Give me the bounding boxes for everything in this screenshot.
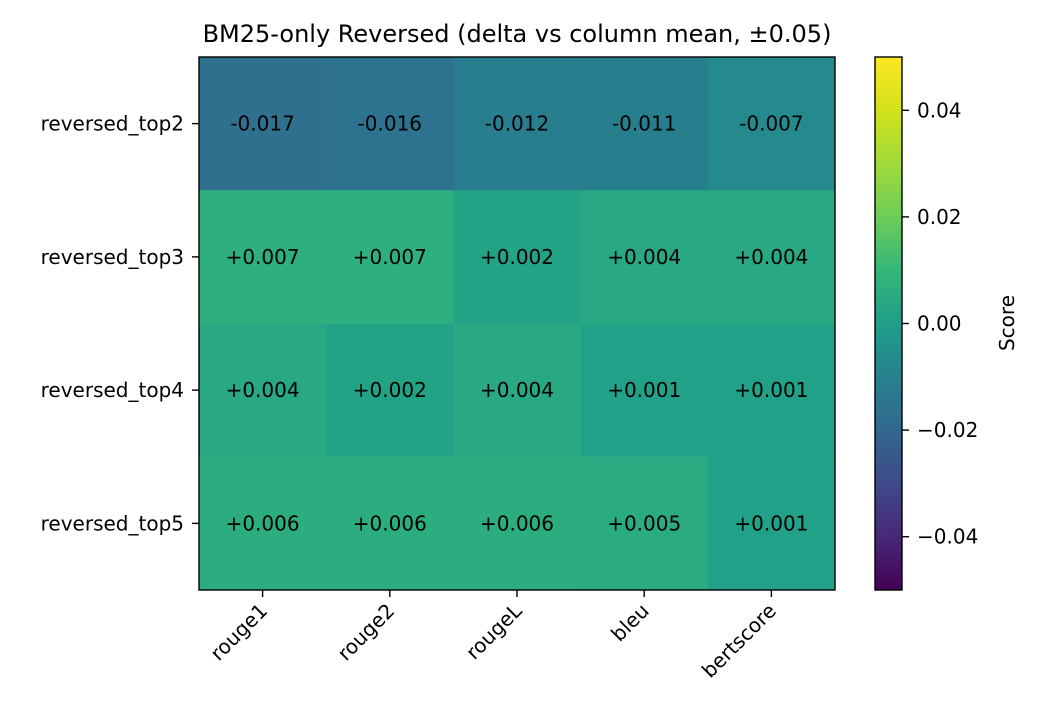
colorbar-tick-label: 0.04	[917, 98, 962, 122]
cell-value-label: +0.004	[607, 245, 681, 269]
y-tick-label: reversed_top2	[41, 112, 184, 136]
heatmap-cell	[580, 190, 709, 324]
colorbar-tick-label: 0.00	[917, 312, 962, 336]
heatmap-cell	[326, 323, 454, 458]
y-axis: reversed_top2 reversed_top3 reversed_top4r…	[41, 112, 199, 535]
x-tick-label: rouge1	[205, 599, 272, 666]
heatmap-cell	[199, 323, 327, 458]
y-tick-label: reversed_top5	[41, 511, 184, 535]
heatmap-cell	[453, 323, 582, 458]
cell-value-label: -0.011	[612, 112, 676, 136]
heatmap-cell	[326, 190, 454, 324]
x-tick-label: rouge2	[333, 599, 400, 666]
cell-value-label: +0.006	[226, 511, 300, 535]
colorbar-tick-label: −0.02	[917, 418, 978, 442]
heatmap-cell	[707, 57, 836, 191]
cell-value-label: +0.002	[353, 378, 427, 402]
heatmap-cell	[707, 190, 836, 324]
heatmap-cell	[580, 323, 709, 458]
heatmap-cell	[199, 57, 327, 191]
heatmap-cell	[580, 57, 709, 191]
heatmap-cell	[707, 456, 836, 591]
cell-value-label: +0.001	[734, 378, 808, 402]
colorbar-label: Score	[995, 295, 1019, 351]
cell-value-label: +0.005	[607, 511, 681, 535]
cell-value-label: +0.004	[226, 378, 300, 402]
cell-value-label: +0.006	[480, 511, 554, 535]
cell-value-label: +0.001	[607, 378, 681, 402]
y-tick-label: reversed_top4	[41, 378, 184, 402]
heatmap-cell	[580, 456, 709, 591]
colorbar-tick-label: −0.04	[917, 525, 978, 549]
x-tick-label: bertscore	[697, 599, 781, 683]
heatmap-cell	[199, 456, 327, 591]
cell-value-label: +0.004	[734, 245, 808, 269]
heatmap-cell	[453, 57, 582, 191]
cell-value-label: +0.007	[353, 245, 427, 269]
cell-value-label: +0.001	[734, 511, 808, 535]
cell-value-label: -0.016	[358, 112, 422, 136]
cell-value-label: -0.017	[230, 112, 294, 136]
x-axis: rouge1 rouge2 rougeL bleu bertscore	[205, 590, 781, 683]
heatmap-cell	[453, 456, 582, 591]
colorbar: 0.04 0.02 0.00 −0.02 −0.04 Score	[874, 56, 1019, 591]
heatmap-cells: -0.017 -0.016 -0.012 -0.011 -0.007 +0.007 +0.0…	[199, 57, 836, 591]
cell-value-label: -0.012	[485, 112, 549, 136]
colorbar-ticks: 0.04 0.02 0.00 −0.02 −0.04	[902, 98, 978, 549]
y-tick-label: reversed_top3	[41, 245, 184, 269]
heatmap-cell	[707, 323, 836, 458]
cell-value-label: +0.002	[480, 245, 554, 269]
colorbar-gradient	[875, 57, 902, 590]
heatmap-cell	[453, 190, 582, 324]
colorbar-tick-label: 0.02	[917, 205, 962, 229]
cell-value-label: +0.007	[226, 245, 300, 269]
heatmap-cell	[326, 456, 454, 591]
x-tick-label: bleu	[606, 599, 654, 647]
cell-value-label: +0.006	[353, 511, 427, 535]
heatmap-cell	[326, 57, 454, 191]
heatmap-cell	[199, 190, 327, 324]
chart-title: BM25-only Reversed (delta vs column mean…	[203, 20, 832, 48]
cell-value-label: +0.004	[480, 378, 554, 402]
cell-value-label: -0.007	[739, 112, 803, 136]
x-tick-label: rougeL	[461, 598, 527, 664]
